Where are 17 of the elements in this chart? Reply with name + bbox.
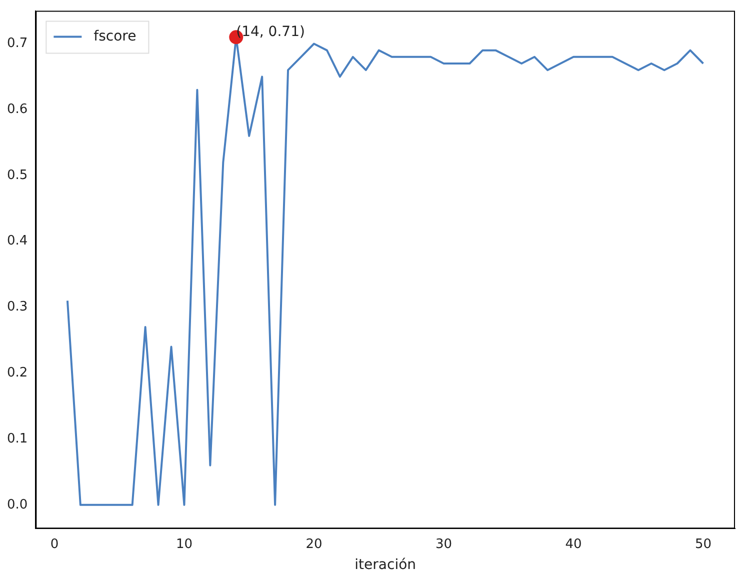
x-tick-label: 20 [306, 536, 322, 552]
x-tick-label: 40 [565, 536, 582, 552]
y-tick-label: 0.1 [6, 431, 28, 446]
legend-label: fscore [94, 28, 136, 44]
y-tick-label: 0.5 [6, 168, 28, 183]
annotation: (14, 0.71) [236, 24, 305, 40]
y-tick-label: 0.7 [6, 36, 28, 52]
y-tick-label: 0.4 [6, 234, 28, 249]
y-tick-label: 0.2 [6, 366, 28, 381]
y-tick-label: 0.6 [6, 102, 28, 117]
x-tick-label: 30 [435, 536, 452, 552]
x-tick-label: 0 [50, 536, 59, 552]
x-tick-label: 50 [694, 536, 712, 552]
x-tick-label: 10 [176, 536, 193, 552]
x-axis-title: iteración [354, 557, 416, 574]
y-tick-label: 0.3 [6, 300, 28, 315]
y-tick-label: 0.0 [6, 497, 28, 512]
